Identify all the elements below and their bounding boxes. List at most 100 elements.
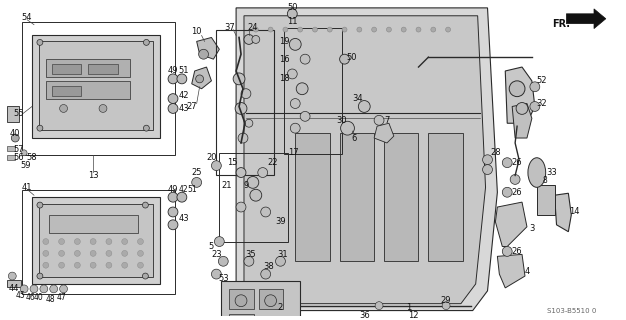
Circle shape xyxy=(358,100,370,112)
Text: 47: 47 xyxy=(57,293,66,302)
Ellipse shape xyxy=(528,158,546,187)
Circle shape xyxy=(218,256,228,266)
Circle shape xyxy=(245,119,253,127)
Text: 42: 42 xyxy=(178,91,189,100)
Polygon shape xyxy=(555,193,572,232)
Bar xyxy=(217,29,274,175)
Text: 24: 24 xyxy=(248,23,258,32)
Text: 38: 38 xyxy=(264,262,274,271)
Bar xyxy=(22,22,175,155)
Circle shape xyxy=(236,168,246,178)
Circle shape xyxy=(290,123,300,133)
Polygon shape xyxy=(197,37,219,59)
Circle shape xyxy=(236,202,246,212)
Text: 51: 51 xyxy=(178,67,189,76)
Polygon shape xyxy=(567,9,606,28)
Circle shape xyxy=(168,192,178,202)
Text: 8: 8 xyxy=(542,176,547,185)
Circle shape xyxy=(177,192,187,202)
Circle shape xyxy=(289,38,301,50)
Text: 22: 22 xyxy=(267,158,278,167)
Bar xyxy=(49,215,138,233)
Circle shape xyxy=(43,239,49,244)
Circle shape xyxy=(386,27,391,32)
Bar xyxy=(8,107,19,122)
Text: 13: 13 xyxy=(88,171,98,180)
Circle shape xyxy=(516,102,528,114)
Circle shape xyxy=(283,27,288,32)
Bar xyxy=(229,314,254,320)
Bar xyxy=(39,41,153,130)
Text: 42: 42 xyxy=(179,185,188,194)
Circle shape xyxy=(106,262,112,268)
Circle shape xyxy=(11,134,19,142)
Circle shape xyxy=(143,125,150,131)
Circle shape xyxy=(509,81,525,97)
Circle shape xyxy=(99,105,107,112)
Circle shape xyxy=(342,27,347,32)
Polygon shape xyxy=(505,67,535,123)
Text: 50: 50 xyxy=(346,53,357,62)
Circle shape xyxy=(59,105,68,112)
Circle shape xyxy=(43,251,49,256)
Circle shape xyxy=(241,89,251,99)
Text: 32: 32 xyxy=(536,99,547,108)
Bar xyxy=(32,197,160,284)
Circle shape xyxy=(300,54,310,64)
Bar xyxy=(46,81,130,99)
Text: 49: 49 xyxy=(168,67,178,76)
Bar xyxy=(340,133,374,261)
Bar xyxy=(22,190,175,294)
Circle shape xyxy=(37,39,43,45)
Circle shape xyxy=(265,295,277,307)
Circle shape xyxy=(74,251,80,256)
Text: 3: 3 xyxy=(529,224,535,233)
Circle shape xyxy=(357,27,362,32)
Text: 26: 26 xyxy=(512,247,523,256)
Text: 46: 46 xyxy=(25,293,35,302)
Circle shape xyxy=(196,75,203,83)
Text: 25: 25 xyxy=(192,168,202,177)
Text: 19: 19 xyxy=(279,37,290,46)
Text: 59: 59 xyxy=(21,161,31,170)
Text: 41: 41 xyxy=(22,183,33,192)
Circle shape xyxy=(192,178,202,187)
Text: FR.: FR. xyxy=(553,19,570,29)
Circle shape xyxy=(168,207,178,217)
Text: 6: 6 xyxy=(352,133,357,142)
Circle shape xyxy=(74,239,80,244)
Circle shape xyxy=(244,35,254,44)
Circle shape xyxy=(252,36,260,44)
Circle shape xyxy=(59,285,68,293)
Circle shape xyxy=(40,285,48,293)
Bar xyxy=(39,204,153,277)
Bar xyxy=(52,64,81,74)
Circle shape xyxy=(250,189,262,201)
Bar xyxy=(537,185,555,215)
Polygon shape xyxy=(495,202,527,246)
Circle shape xyxy=(261,207,270,217)
Circle shape xyxy=(8,272,16,280)
Circle shape xyxy=(244,256,254,266)
Circle shape xyxy=(168,220,178,230)
Bar xyxy=(52,86,81,96)
Text: 45: 45 xyxy=(15,291,25,300)
Circle shape xyxy=(238,133,248,143)
Circle shape xyxy=(287,69,297,79)
Polygon shape xyxy=(498,254,525,288)
Text: 37: 37 xyxy=(224,23,235,32)
Text: 40: 40 xyxy=(34,293,44,302)
Circle shape xyxy=(59,251,64,256)
Bar xyxy=(8,155,15,160)
Circle shape xyxy=(198,49,208,59)
Text: 54: 54 xyxy=(22,13,33,22)
Text: 30: 30 xyxy=(336,116,347,125)
Bar xyxy=(259,289,284,308)
Circle shape xyxy=(340,54,349,64)
Text: 12: 12 xyxy=(408,311,419,320)
Circle shape xyxy=(143,202,148,208)
Text: 1: 1 xyxy=(406,303,411,312)
Polygon shape xyxy=(374,123,394,143)
Circle shape xyxy=(121,239,128,244)
Text: 58: 58 xyxy=(27,153,38,162)
